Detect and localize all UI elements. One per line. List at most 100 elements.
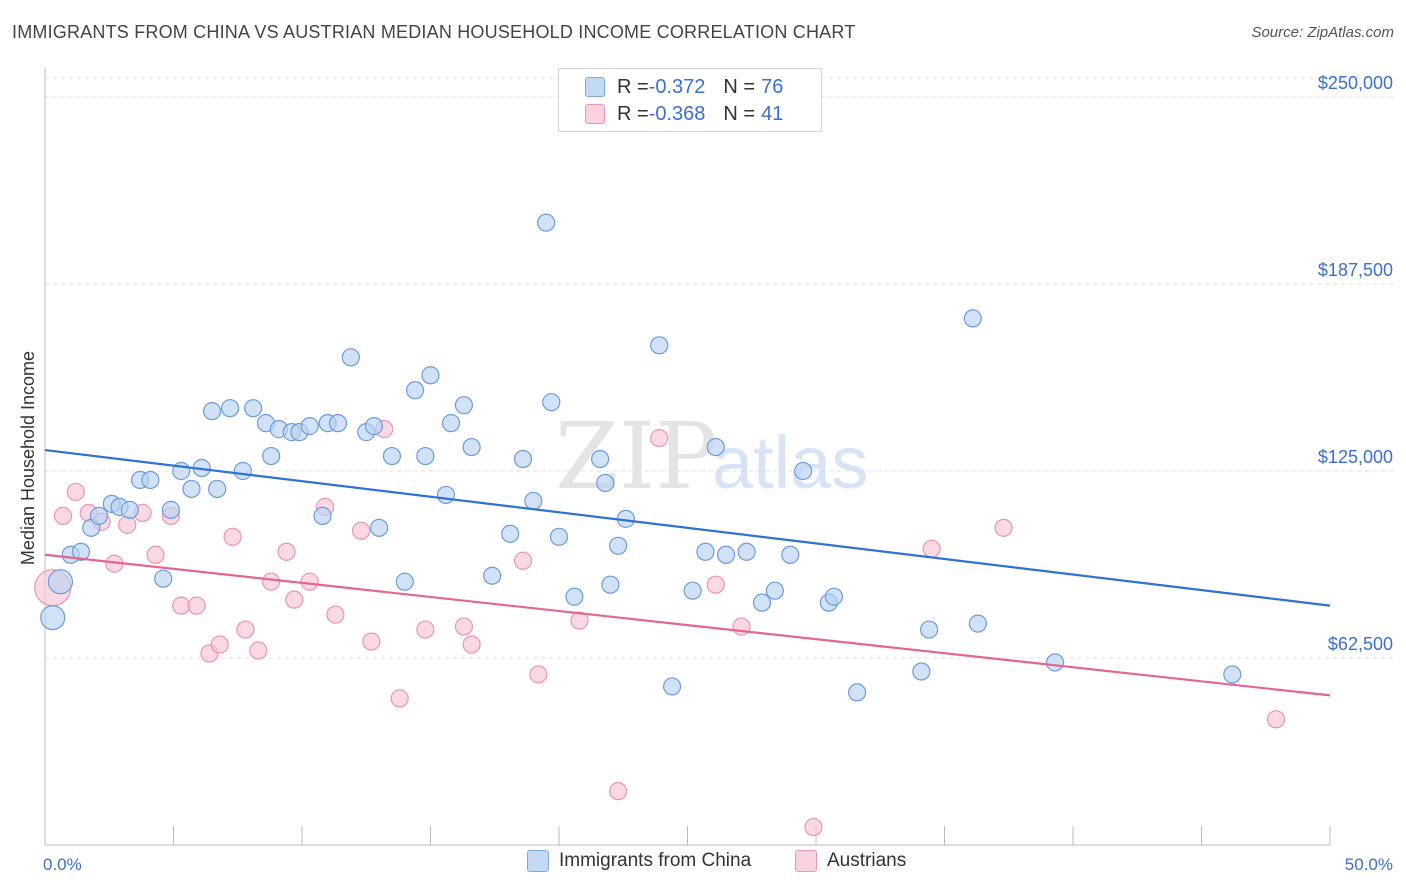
watermark-atlas: atlas xyxy=(712,421,868,504)
china-point xyxy=(609,536,628,555)
series-legend-china: Immigrants from China xyxy=(527,850,751,872)
china-point xyxy=(141,470,160,490)
legend-r-value-china: -0.372 xyxy=(648,75,706,98)
china-point xyxy=(601,575,620,594)
austrians-point xyxy=(210,635,229,654)
china-point xyxy=(262,446,281,466)
china-point xyxy=(161,500,181,519)
legend-row-china: R = -0.372 N = 76 xyxy=(585,74,783,100)
y-tick-label: $250,000 xyxy=(1318,73,1393,93)
austrians-point xyxy=(462,635,481,654)
china-point xyxy=(537,213,556,232)
china-point xyxy=(441,414,461,433)
china-point xyxy=(328,414,348,433)
china-point xyxy=(824,587,844,606)
correlation-legend: R = -0.372 N = 76 R = -0.368 N = 41 xyxy=(558,68,822,132)
china-point xyxy=(752,593,772,612)
china-point xyxy=(233,461,252,481)
china-points xyxy=(40,213,1242,702)
china-point xyxy=(919,620,939,639)
legend-n-value-china: 76 xyxy=(761,75,784,98)
y-tick-label: $125,000 xyxy=(1318,447,1393,467)
china-point xyxy=(120,500,139,519)
austrians-point xyxy=(236,620,255,639)
austrians-point xyxy=(66,482,85,502)
axes xyxy=(44,68,1331,846)
china-point xyxy=(549,527,569,546)
china-point xyxy=(591,449,610,469)
china-point xyxy=(968,614,988,633)
china-point xyxy=(683,581,702,600)
legend-swatch-china xyxy=(585,77,605,97)
austrians-point xyxy=(609,782,628,801)
china-point xyxy=(483,566,502,585)
y-axis-title: Median Household Income xyxy=(18,351,38,565)
austrians-point xyxy=(223,527,242,546)
austrians-point xyxy=(53,506,73,525)
china-point xyxy=(40,605,66,631)
china-point xyxy=(662,677,682,696)
china-point xyxy=(513,449,533,469)
china-point xyxy=(565,587,584,606)
series-legend: Immigrants from China Austrians xyxy=(0,850,1406,880)
legend-n-label: N = xyxy=(723,75,756,98)
austrians-point xyxy=(172,596,191,615)
x-tick-label-min: 0.0% xyxy=(43,855,82,874)
china-point xyxy=(1223,665,1242,684)
china-point xyxy=(382,446,402,466)
austrians-point xyxy=(118,515,137,534)
austrians-point xyxy=(570,611,589,630)
china-point xyxy=(596,473,615,493)
legend-swatch-austrians xyxy=(585,104,605,124)
china-point xyxy=(71,542,91,561)
china-point xyxy=(794,461,813,481)
austrians-point xyxy=(922,539,941,558)
china-point xyxy=(462,437,481,457)
china-point xyxy=(912,662,931,681)
austrians-point xyxy=(352,521,371,540)
china-point xyxy=(182,479,201,499)
china-point xyxy=(501,524,520,543)
austrians-point xyxy=(416,620,435,639)
china-point xyxy=(364,417,384,436)
china-point xyxy=(1045,653,1065,672)
austrians-point xyxy=(300,572,319,591)
china-point xyxy=(202,402,222,421)
y-tick-label: $62,500 xyxy=(1328,634,1393,654)
watermark-zip: ZIP xyxy=(555,403,717,510)
china-point xyxy=(421,366,440,385)
legend-r-label: R = xyxy=(617,75,649,98)
china-point xyxy=(395,572,414,591)
series-swatch-austrians xyxy=(795,850,817,872)
legend-row-austrians: R = -0.368 N = 41 xyxy=(585,101,783,127)
austrians-point xyxy=(326,605,345,624)
china-point xyxy=(416,446,435,466)
austrians-point xyxy=(529,665,548,684)
china-point xyxy=(706,437,725,457)
series-legend-austrians: Austrians xyxy=(795,850,906,872)
series-label-austrians: Austrians xyxy=(827,850,907,871)
austrians-point xyxy=(285,590,304,609)
austrians-point xyxy=(994,518,1013,537)
china-point xyxy=(436,485,456,505)
china-point xyxy=(696,542,715,561)
legend-n-label: N = xyxy=(723,102,756,125)
austrians-point xyxy=(187,596,206,615)
legend-r-label: R = xyxy=(617,102,649,125)
austrians-point xyxy=(513,551,533,570)
china-point xyxy=(244,399,263,418)
legend-r-value-austrians: -0.368 xyxy=(648,102,706,125)
china-point xyxy=(963,309,982,328)
grid-lines xyxy=(45,77,1395,659)
austrians-point xyxy=(1266,710,1286,729)
china-point xyxy=(300,417,319,436)
austrians-point xyxy=(262,572,281,591)
china-point xyxy=(208,479,227,499)
austrians-point xyxy=(277,542,296,561)
chart-source: Source: ZipAtlas.com xyxy=(1251,24,1394,41)
china-point xyxy=(341,348,360,367)
china-trend-line xyxy=(44,448,1331,607)
austrians-point xyxy=(249,641,268,660)
austrians-point xyxy=(146,545,165,564)
